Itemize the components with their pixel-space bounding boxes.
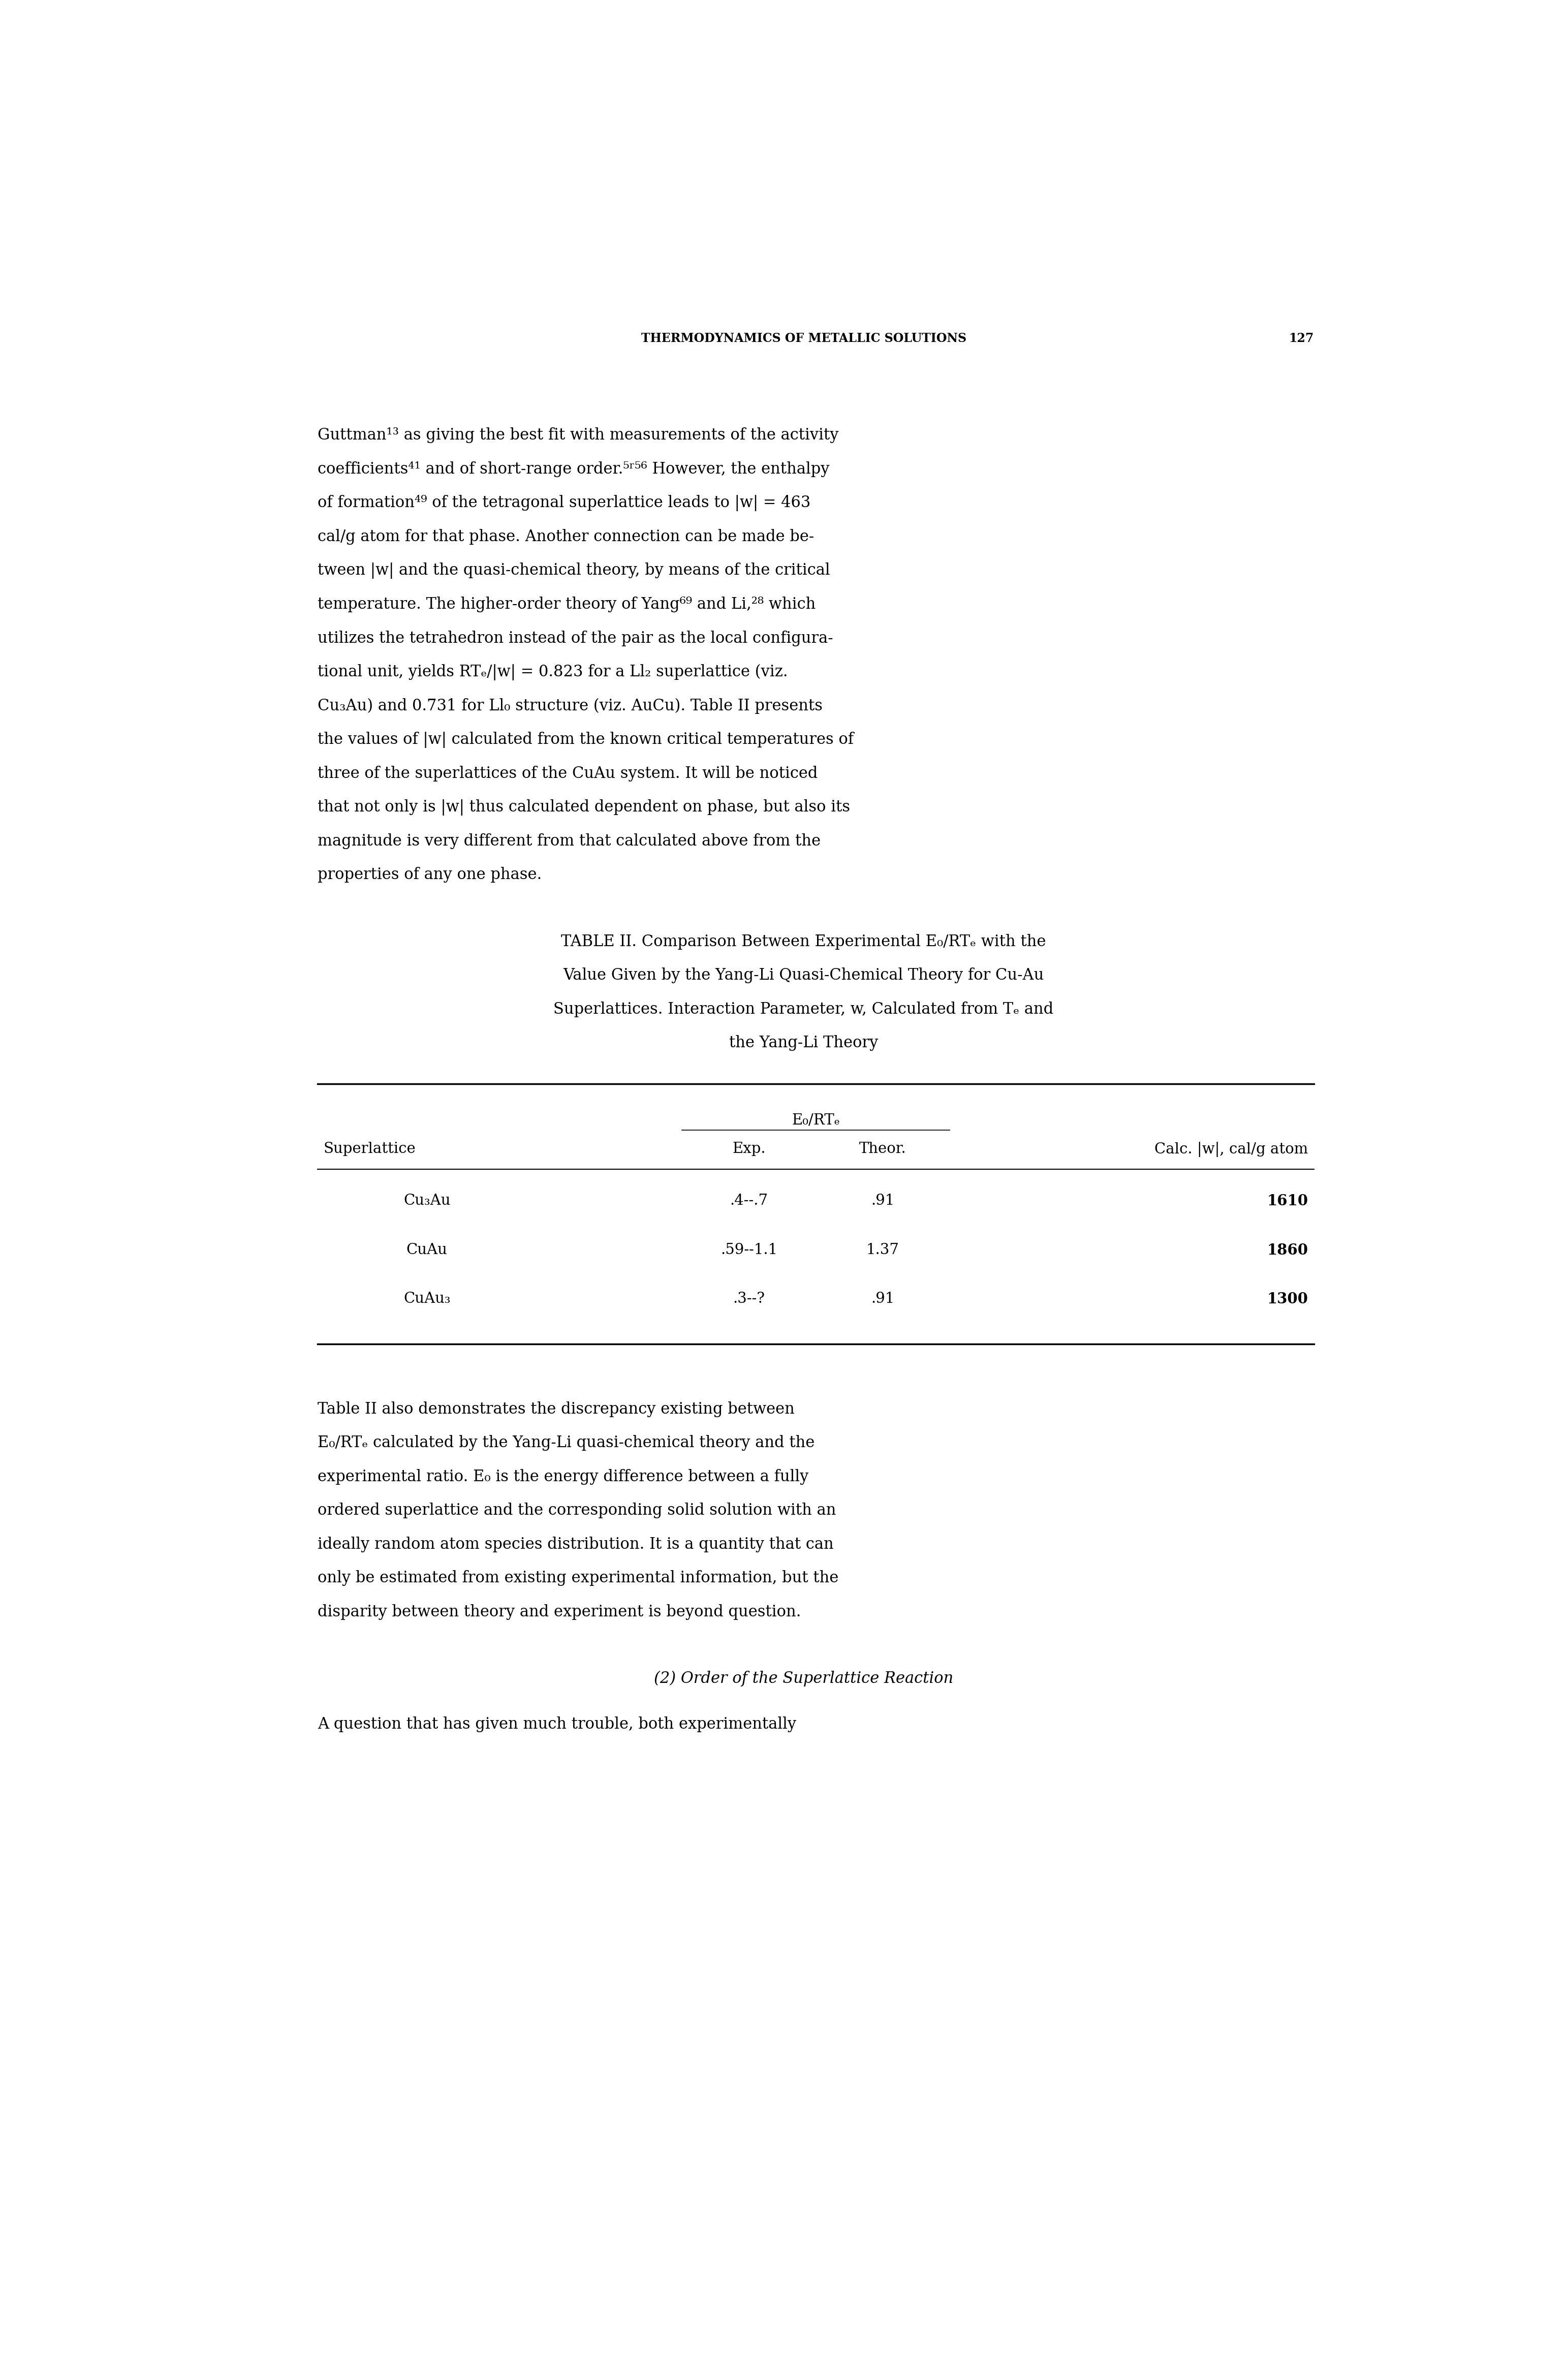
- Text: temperature. The higher-order theory of Yang⁶⁹ and Li,²⁸ which: temperature. The higher-order theory of …: [317, 596, 815, 612]
- Text: three of the superlattices of the CuAu system. It will be noticed: three of the superlattices of the CuAu s…: [317, 767, 817, 781]
- Text: (2) Order of the Superlattice Reaction: (2) Order of the Superlattice Reaction: [654, 1671, 953, 1686]
- Text: A question that has given much trouble, both experimentally: A question that has given much trouble, …: [317, 1716, 797, 1733]
- Text: properties of any one phase.: properties of any one phase.: [317, 867, 541, 883]
- Text: Superlattice: Superlattice: [323, 1142, 416, 1156]
- Text: Table II also demonstrates the discrepancy existing between: Table II also demonstrates the discrepan…: [317, 1401, 795, 1417]
- Text: the values of |w| calculated from the known critical temperatures of: the values of |w| calculated from the kn…: [317, 731, 853, 748]
- Text: disparity between theory and experiment is beyond question.: disparity between theory and experiment …: [317, 1605, 801, 1619]
- Text: .91: .91: [870, 1194, 894, 1208]
- Text: Cu₃Au: Cu₃Au: [403, 1194, 450, 1208]
- Text: 1860: 1860: [1267, 1244, 1308, 1258]
- Text: .59--1.1: .59--1.1: [720, 1244, 778, 1258]
- Text: Guttman¹³ as giving the best fit with measurements of the activity: Guttman¹³ as giving the best fit with me…: [317, 427, 839, 444]
- Text: THERMODYNAMICS OF METALLIC SOLUTIONS: THERMODYNAMICS OF METALLIC SOLUTIONS: [641, 332, 966, 344]
- Text: Value Given by the Yang-Li Quasi-Chemical Theory for Cu-Au: Value Given by the Yang-Li Quasi-Chemica…: [563, 969, 1044, 983]
- Text: coefficients⁴¹ and of short-range order.⁵ʳ⁵⁶ However, the enthalpy: coefficients⁴¹ and of short-range order.…: [317, 461, 829, 477]
- Text: only be estimated from existing experimental information, but the: only be estimated from existing experime…: [317, 1569, 839, 1586]
- Text: 127: 127: [1289, 332, 1314, 344]
- Text: Calc. |w|, cal/g atom: Calc. |w|, cal/g atom: [1154, 1142, 1308, 1156]
- Text: .4--.7: .4--.7: [729, 1194, 768, 1208]
- Text: tween |w| and the quasi-chemical theory, by means of the critical: tween |w| and the quasi-chemical theory,…: [317, 563, 829, 579]
- Text: 1.37: 1.37: [866, 1244, 898, 1258]
- Text: tional unit, yields RTₑ/|w| = 0.823 for a Ll₂ superlattice (viz.: tional unit, yields RTₑ/|w| = 0.823 for …: [317, 665, 787, 681]
- Text: Cu₃Au) and 0.731 for Ll₀ structure (viz. AuCu). Table II presents: Cu₃Au) and 0.731 for Ll₀ structure (viz.…: [317, 698, 823, 715]
- Text: 1610: 1610: [1267, 1194, 1308, 1208]
- Text: Superlattices. Interaction Parameter, w, Calculated from Tₑ and: Superlattices. Interaction Parameter, w,…: [554, 1002, 1054, 1016]
- Text: experimental ratio. E₀ is the energy difference between a fully: experimental ratio. E₀ is the energy dif…: [317, 1470, 809, 1484]
- Text: magnitude is very different from that calculated above from the: magnitude is very different from that ca…: [317, 833, 820, 850]
- Text: .3--?: .3--?: [732, 1291, 765, 1306]
- Text: ideally random atom species distribution. It is a quantity that can: ideally random atom species distribution…: [317, 1536, 834, 1553]
- Text: Exp.: Exp.: [732, 1142, 765, 1156]
- Text: cal/g atom for that phase. Another connection can be made be-: cal/g atom for that phase. Another conne…: [317, 529, 814, 544]
- Text: CuAu: CuAu: [406, 1244, 447, 1258]
- Text: .91: .91: [870, 1291, 894, 1306]
- Text: ordered superlattice and the corresponding solid solution with an: ordered superlattice and the correspondi…: [317, 1503, 836, 1519]
- Text: E₀/RTₑ: E₀/RTₑ: [792, 1113, 840, 1128]
- Text: of formation⁴⁹ of the tetragonal superlattice leads to |w| = 463: of formation⁴⁹ of the tetragonal superla…: [317, 496, 811, 510]
- Text: E₀/RTₑ calculated by the Yang-Li quasi-chemical theory and the: E₀/RTₑ calculated by the Yang-Li quasi-c…: [317, 1434, 815, 1451]
- Text: CuAu₃: CuAu₃: [403, 1291, 450, 1306]
- Text: utilizes the tetrahedron instead of the pair as the local configura-: utilizes the tetrahedron instead of the …: [317, 631, 833, 646]
- Text: that not only is |w| thus calculated dependent on phase, but also its: that not only is |w| thus calculated dep…: [317, 800, 850, 817]
- Text: Theor.: Theor.: [859, 1142, 906, 1156]
- Text: the Yang-Li Theory: the Yang-Li Theory: [729, 1035, 878, 1052]
- Text: TABLE II. Comparison Between Experimental E₀/RTₑ with the: TABLE II. Comparison Between Experimenta…: [561, 933, 1046, 950]
- Text: 1300: 1300: [1267, 1291, 1308, 1306]
